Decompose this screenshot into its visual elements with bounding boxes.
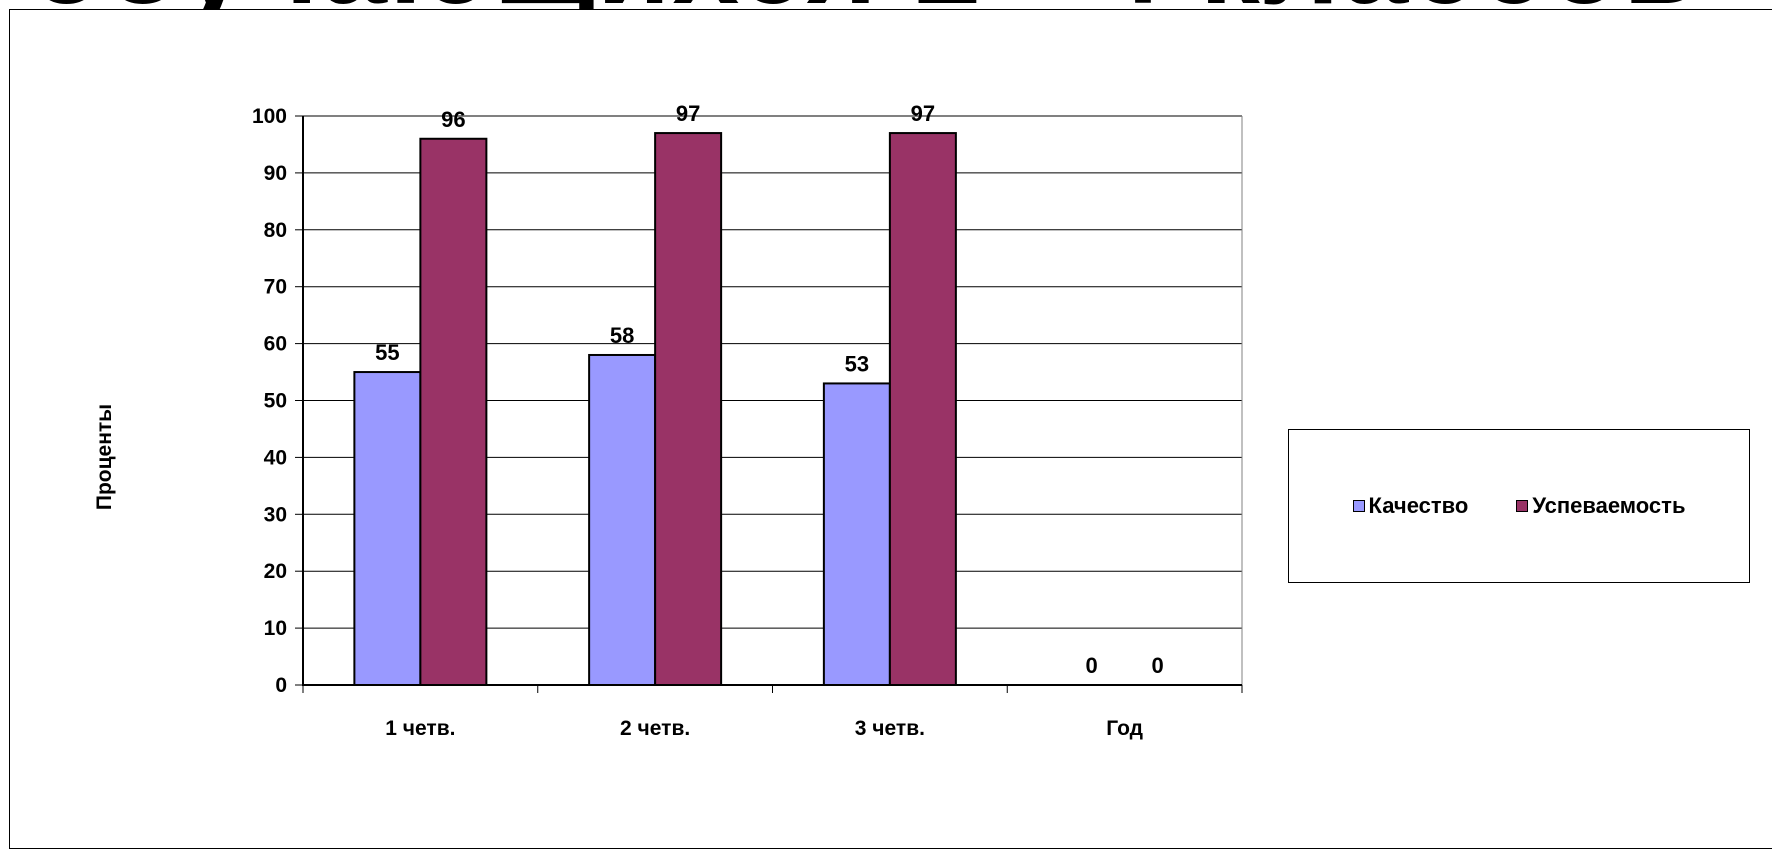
y-tick-label-90: 90 <box>264 162 287 185</box>
y-tick-label-10: 10 <box>264 617 287 640</box>
x-tick-label-3: Год <box>1106 717 1143 740</box>
y-tick-label-60: 60 <box>264 333 287 356</box>
bar-s1-c2 <box>888 132 957 686</box>
y-tick-label-20: 20 <box>264 560 287 583</box>
bar-s1-c0 <box>419 137 488 686</box>
legend-item-progress: Успеваемость <box>1516 493 1685 519</box>
x-tick-label-0: 1 четв. <box>385 717 455 740</box>
data-label-s1-c3: 0 <box>1152 653 1164 678</box>
data-label-s0-c2: 53 <box>845 351 869 376</box>
y-tick-label-0: 0 <box>275 674 287 697</box>
bars <box>353 132 957 686</box>
y-tick-label-50: 50 <box>264 390 287 413</box>
x-tick-label-1: 2 четв. <box>620 717 690 740</box>
y-tick-label-100: 100 <box>252 105 287 128</box>
legend-item-quality: Качество <box>1352 493 1469 519</box>
y-axis-title: Проценты <box>93 404 116 510</box>
bar-chart: 0 10 20 30 40 50 60 70 80 90 100 55 96 1 четв. 58 97 2 ч… <box>93 101 1243 740</box>
y-tick-label-70: 70 <box>264 276 287 299</box>
legend-label-progress: Успеваемость <box>1532 493 1686 518</box>
legend-swatch-progress <box>1516 500 1529 512</box>
data-label-s1-c0: 96 <box>441 107 465 132</box>
y-tick-label-30: 30 <box>264 503 287 526</box>
axes <box>295 115 1243 693</box>
bar-s0-c1 <box>588 353 657 686</box>
legend-swatch-quality <box>1352 500 1365 512</box>
bar-s0-c0 <box>353 371 422 686</box>
labels: 0 10 20 30 40 50 60 70 80 90 100 55 96 1 четв. 58 97 2 ч… <box>252 101 1164 740</box>
data-label-s1-c1: 97 <box>676 101 700 126</box>
data-label-s0-c0: 55 <box>375 340 399 365</box>
y-tick-label-80: 80 <box>264 219 287 242</box>
data-label-s1-c2: 97 <box>911 101 935 126</box>
data-label-s0-c3: 0 <box>1086 653 1098 678</box>
x-tick-label-2: 3 четв. <box>855 717 925 740</box>
data-label-s0-c1: 58 <box>610 323 634 348</box>
legend: Качество Успеваемость <box>1288 429 1750 583</box>
bar-s0-c2 <box>822 382 891 686</box>
bar-s1-c1 <box>654 132 723 686</box>
y-tick-label-40: 40 <box>264 446 287 469</box>
legend-label-quality: Качество <box>1368 493 1469 518</box>
